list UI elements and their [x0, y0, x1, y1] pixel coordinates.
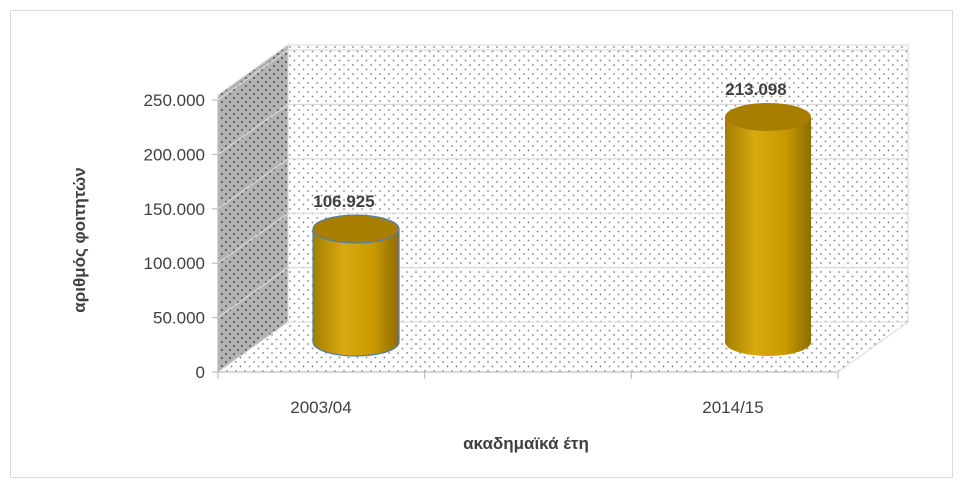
y-tick-label: 200.000 [144, 145, 205, 164]
x-tick-label: 2014/15 [702, 398, 763, 417]
gridline-side [217, 158, 289, 210]
y-tick-label: 250.000 [144, 91, 205, 110]
gridline-side [217, 212, 289, 264]
data-label: 213.098 [725, 80, 786, 99]
y-axis-title: αριθμός φοιτητών [70, 167, 89, 312]
y-tick-label: 100.000 [144, 254, 205, 273]
side-wall [217, 44, 289, 373]
y-tick-label: 0 [196, 363, 205, 382]
bar-cylinder [725, 102, 811, 356]
gridline-side [217, 49, 289, 101]
bar-top [312, 214, 400, 244]
x-tick-labels: 2003/04 2014/15 [290, 398, 763, 417]
data-label: 106.925 [313, 192, 374, 211]
bar-body [725, 116, 811, 356]
gridline-side [217, 103, 289, 155]
y-tick-label: 50.000 [153, 309, 205, 328]
bars [312, 102, 811, 357]
bar-top [725, 102, 811, 131]
bar-cylinder [312, 214, 400, 357]
gridline-side [217, 267, 289, 319]
y-tick-labels: 0 50.000 100.000 150.000 200.000 250.000 [144, 91, 205, 382]
axes [212, 99, 839, 379]
bar-body [312, 228, 400, 357]
x-axis-title: ακαδημαϊκά έτη [463, 434, 589, 453]
y-tick-label: 150.000 [144, 200, 205, 219]
x-tick-label: 2003/04 [290, 398, 351, 417]
data-labels: 106.925 213.098 [313, 80, 786, 211]
